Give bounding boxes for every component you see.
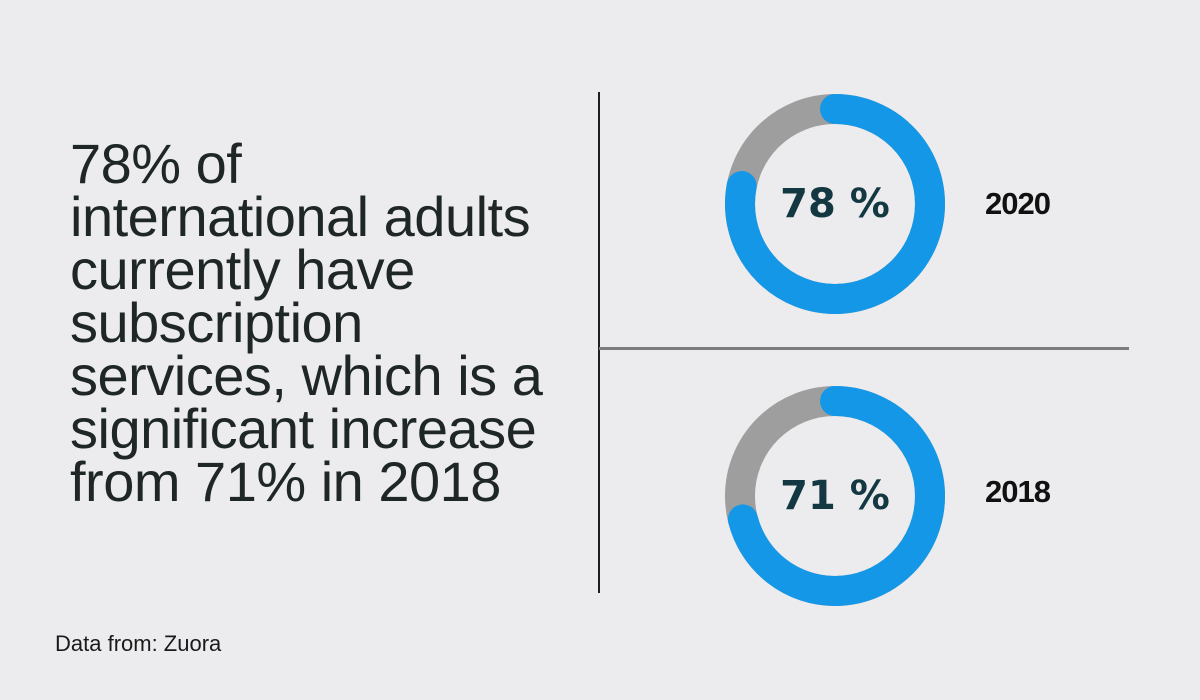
headline-text: 78% of international adults currently ha… — [70, 132, 543, 513]
donut-ring-2020 — [725, 94, 945, 314]
donut-value-arc — [725, 94, 945, 314]
year-label-2018: 2018 — [985, 474, 1051, 509]
donut-center-value-2020: 78 % — [780, 181, 890, 227]
donut-value-arc — [725, 386, 945, 606]
donut-center-value-2018: 71 % — [780, 473, 890, 519]
donut-ring-2018 — [725, 386, 945, 606]
donut-chart-2018: 71 % — [725, 386, 945, 606]
donut-chart-2020: 78 % — [725, 94, 945, 314]
data-source-note: Data from: Zuora — [55, 631, 222, 656]
year-label-2020: 2020 — [985, 186, 1051, 221]
vertical-divider — [598, 92, 600, 593]
horizontal-divider — [599, 347, 1129, 350]
